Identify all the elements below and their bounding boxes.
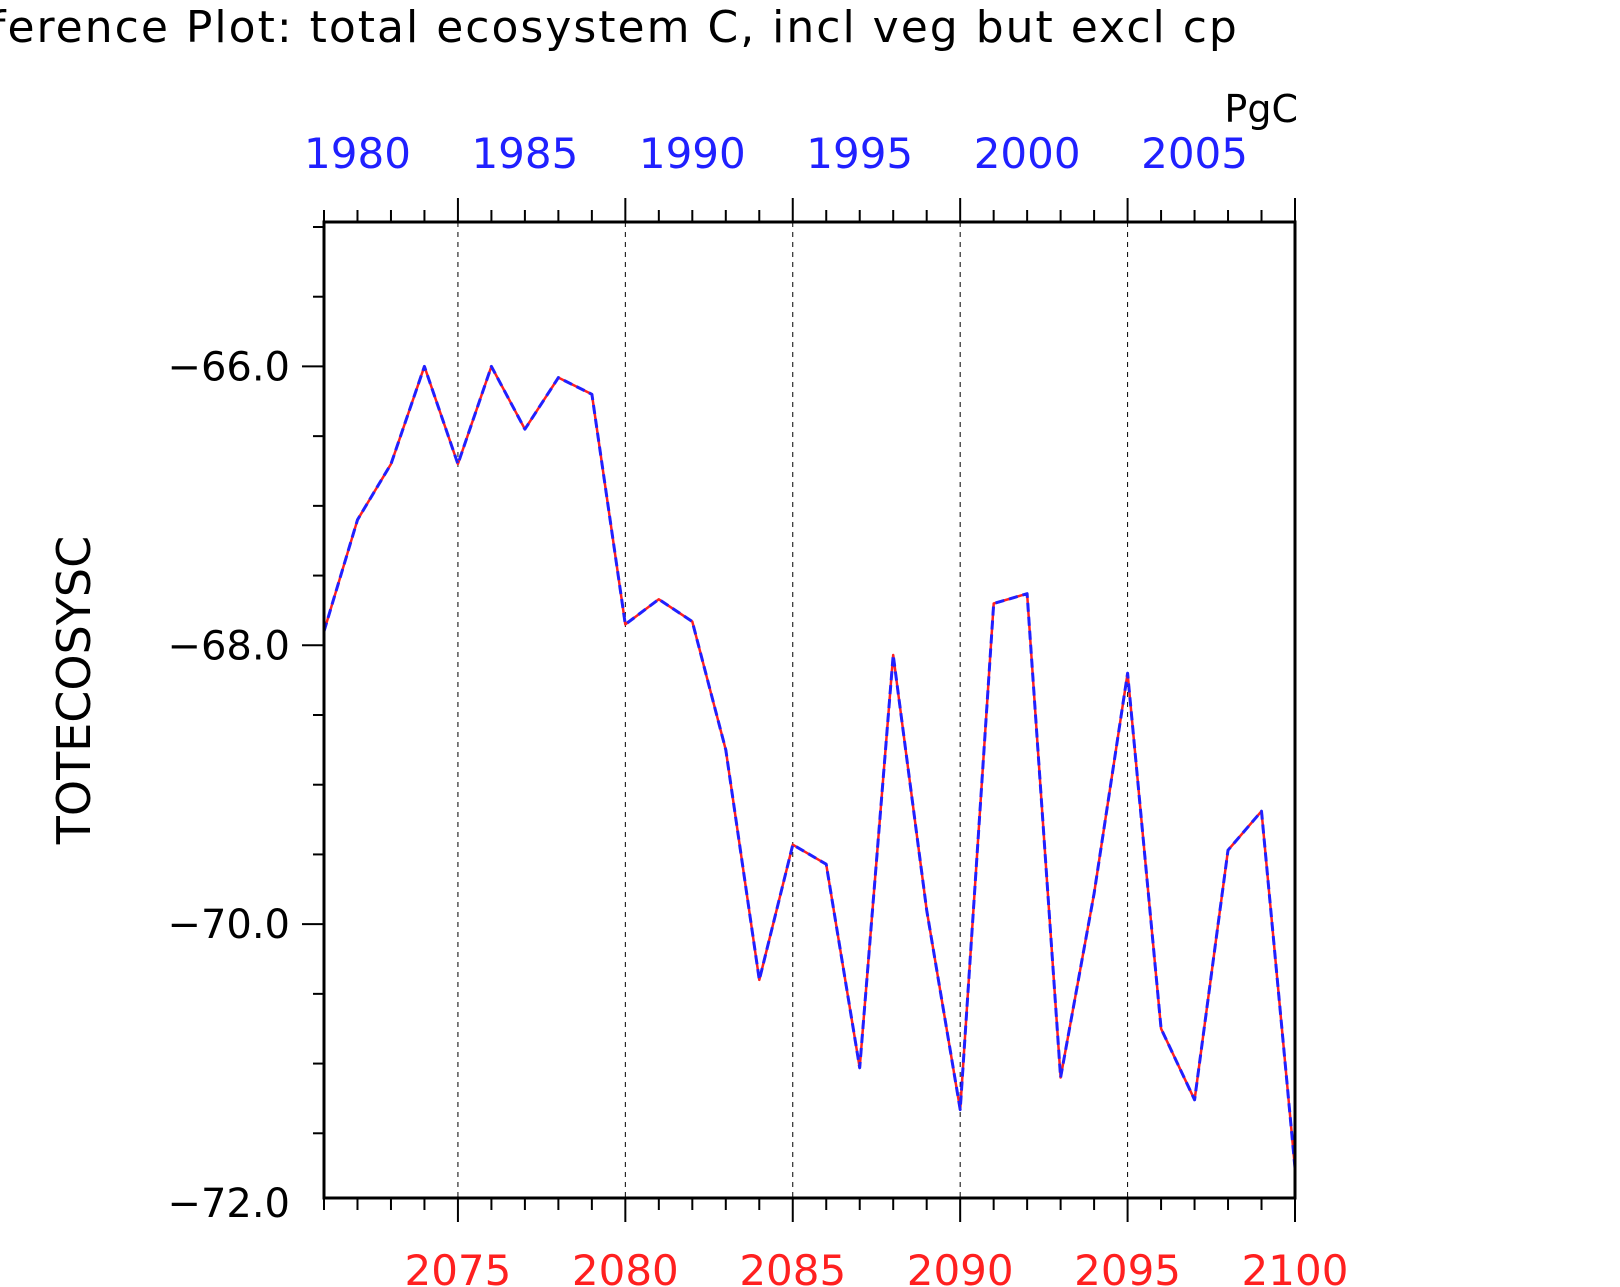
y-axis-label: TOTECOSYSC <box>47 536 101 845</box>
x-top-tick-labels: 1980 1985 1990 1995 2000 2005 <box>304 129 1248 178</box>
y-tick-label: −66.0 <box>167 344 290 390</box>
y-tick-labels: −66.0 −68.0 −70.0 −72.0 <box>167 344 290 1227</box>
x-bottom-tick-label: 2095 <box>1074 1246 1181 1287</box>
series-line <box>322 364 1297 1169</box>
units-label: PgC <box>1224 87 1298 131</box>
chart-title: ference Plot: total ecosystem C, incl ve… <box>0 2 1239 53</box>
x-bottom-tick-labels: 2075 2080 2085 2090 2095 2100 <box>404 1246 1348 1287</box>
x-top-tick-label: 2000 <box>974 129 1081 178</box>
x-top-tick-label: 1980 <box>304 129 411 178</box>
axis-ticks <box>302 198 1296 1222</box>
x-top-tick-label: 2005 <box>1141 129 1248 178</box>
y-tick-label: −72.0 <box>167 1181 290 1227</box>
y-tick-label: −68.0 <box>167 623 290 669</box>
x-bottom-tick-label: 2090 <box>907 1246 1014 1287</box>
x-bottom-tick-label: 2075 <box>404 1246 511 1287</box>
x-bottom-tick-label: 2085 <box>739 1246 846 1287</box>
x-bottom-tick-label: 2080 <box>572 1246 679 1287</box>
plot-frame <box>322 220 1297 1200</box>
series-lines <box>322 364 1297 1169</box>
y-tick-label: −70.0 <box>167 902 290 948</box>
x-bottom-tick-label: 2100 <box>1242 1246 1349 1287</box>
series-line <box>322 365 1297 1169</box>
x-top-tick-label: 1990 <box>639 129 746 178</box>
x-top-tick-label: 1985 <box>471 129 578 178</box>
gridlines <box>457 222 1129 1198</box>
x-top-tick-label: 1995 <box>806 129 913 178</box>
